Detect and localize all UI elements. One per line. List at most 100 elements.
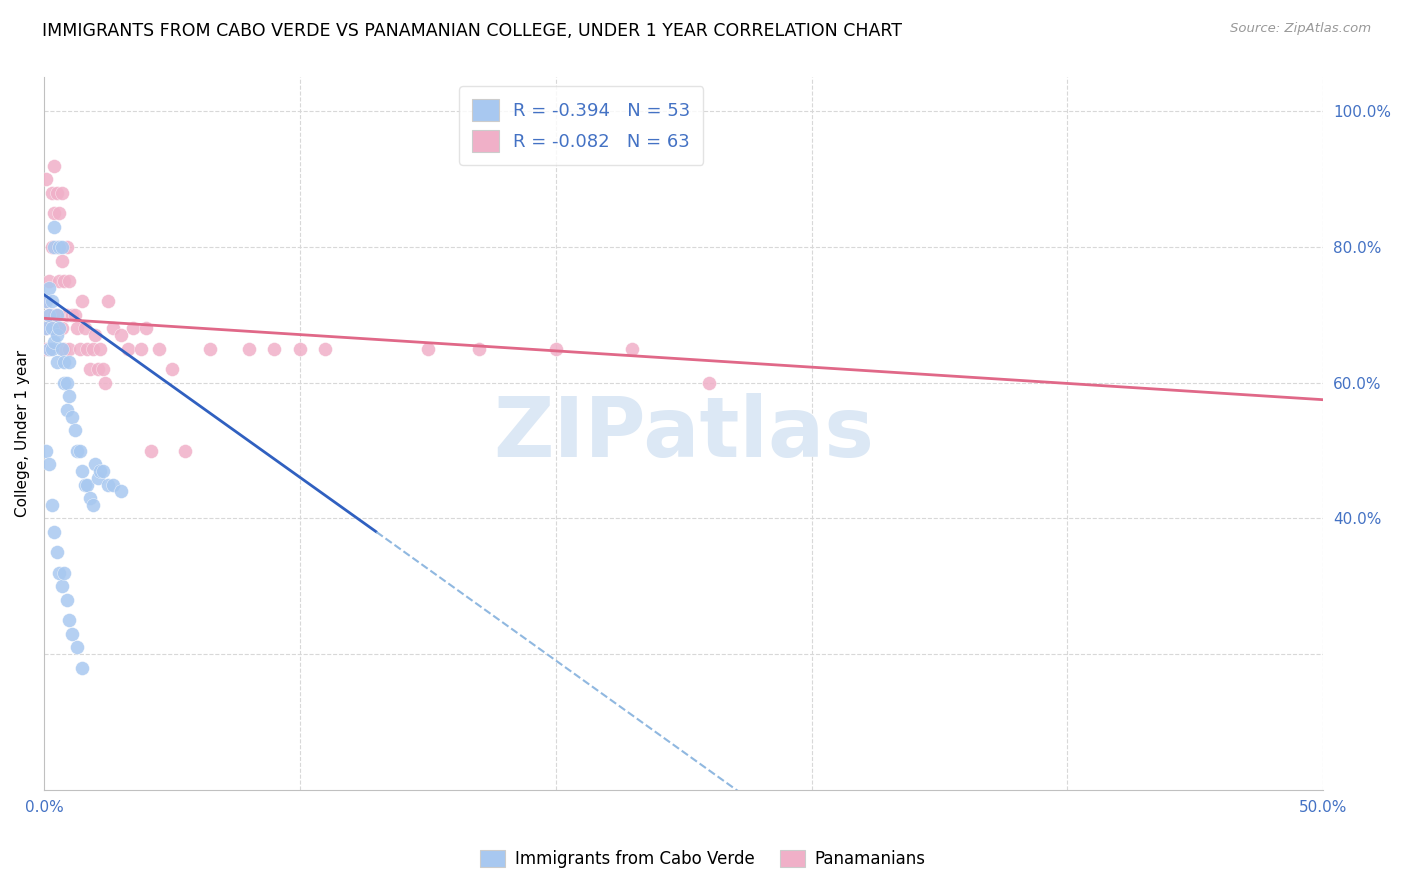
Point	[48, 240, 70, 254]
Point	[69, 342, 91, 356]
Point	[263, 342, 285, 356]
Point	[42, 159, 65, 173]
Point	[89, 464, 111, 478]
Point	[45, 308, 67, 322]
Point	[38, 274, 60, 288]
Point	[141, 443, 163, 458]
Point	[45, 240, 67, 254]
Point	[35, 172, 58, 186]
Point	[66, 321, 89, 335]
Point	[148, 342, 170, 356]
Point	[48, 206, 70, 220]
Point	[79, 491, 101, 505]
Point	[48, 274, 70, 288]
Point	[58, 274, 80, 288]
Point	[56, 376, 79, 390]
Point	[35, 342, 58, 356]
Point	[51, 253, 73, 268]
Point	[56, 592, 79, 607]
Point	[41, 321, 63, 335]
Point	[91, 362, 114, 376]
Point	[72, 464, 94, 478]
Point	[53, 566, 76, 580]
Point	[48, 321, 70, 335]
Point	[42, 219, 65, 234]
Point	[41, 294, 63, 309]
Point	[200, 342, 222, 356]
Point	[51, 321, 73, 335]
Point	[621, 342, 644, 356]
Point	[38, 342, 60, 356]
Point	[38, 308, 60, 322]
Point	[73, 477, 96, 491]
Point	[58, 389, 80, 403]
Point	[60, 409, 83, 424]
Point	[91, 464, 114, 478]
Text: IMMIGRANTS FROM CABO VERDE VS PANAMANIAN COLLEGE, UNDER 1 YEAR CORRELATION CHART: IMMIGRANTS FROM CABO VERDE VS PANAMANIAN…	[42, 22, 903, 40]
Point	[84, 457, 107, 471]
Point	[82, 342, 104, 356]
Point	[38, 281, 60, 295]
Text: ZIPatlas: ZIPatlas	[494, 393, 875, 475]
Point	[122, 321, 145, 335]
Point	[94, 376, 117, 390]
Point	[160, 362, 183, 376]
Point	[58, 342, 80, 356]
Point	[45, 186, 67, 200]
Point	[66, 443, 89, 458]
Point	[45, 308, 67, 322]
Point	[101, 321, 124, 335]
Point	[56, 403, 79, 417]
Point	[86, 471, 108, 485]
Point	[58, 355, 80, 369]
Point	[544, 342, 567, 356]
Point	[41, 186, 63, 200]
Point	[110, 328, 132, 343]
Point	[117, 342, 139, 356]
Point	[51, 186, 73, 200]
Point	[135, 321, 157, 335]
Point	[41, 342, 63, 356]
Point	[38, 342, 60, 356]
Point	[60, 308, 83, 322]
Point	[97, 294, 120, 309]
Point	[53, 342, 76, 356]
Point	[35, 443, 58, 458]
Point	[73, 321, 96, 335]
Point	[63, 308, 86, 322]
Point	[42, 240, 65, 254]
Point	[42, 524, 65, 539]
Point	[45, 355, 67, 369]
Point	[38, 308, 60, 322]
Point	[76, 342, 98, 356]
Point	[82, 498, 104, 512]
Point	[58, 613, 80, 627]
Point	[101, 477, 124, 491]
Point	[41, 240, 63, 254]
Point	[173, 443, 195, 458]
Point	[45, 545, 67, 559]
Point	[53, 355, 76, 369]
Point	[79, 362, 101, 376]
Point	[697, 376, 720, 390]
Point	[35, 294, 58, 309]
Point	[42, 334, 65, 349]
Legend: R = -0.394   N = 53, R = -0.082   N = 63: R = -0.394 N = 53, R = -0.082 N = 63	[460, 87, 703, 165]
Point	[35, 321, 58, 335]
Point	[63, 423, 86, 437]
Point	[110, 484, 132, 499]
Point	[72, 294, 94, 309]
Point	[45, 328, 67, 343]
Point	[129, 342, 152, 356]
Point	[314, 342, 336, 356]
Point	[42, 308, 65, 322]
Point	[35, 294, 58, 309]
Point	[86, 362, 108, 376]
Point	[69, 443, 91, 458]
Point	[53, 274, 76, 288]
Point	[35, 321, 58, 335]
Point	[51, 342, 73, 356]
Point	[76, 477, 98, 491]
Y-axis label: College, Under 1 year: College, Under 1 year	[15, 350, 30, 517]
Point	[288, 342, 311, 356]
